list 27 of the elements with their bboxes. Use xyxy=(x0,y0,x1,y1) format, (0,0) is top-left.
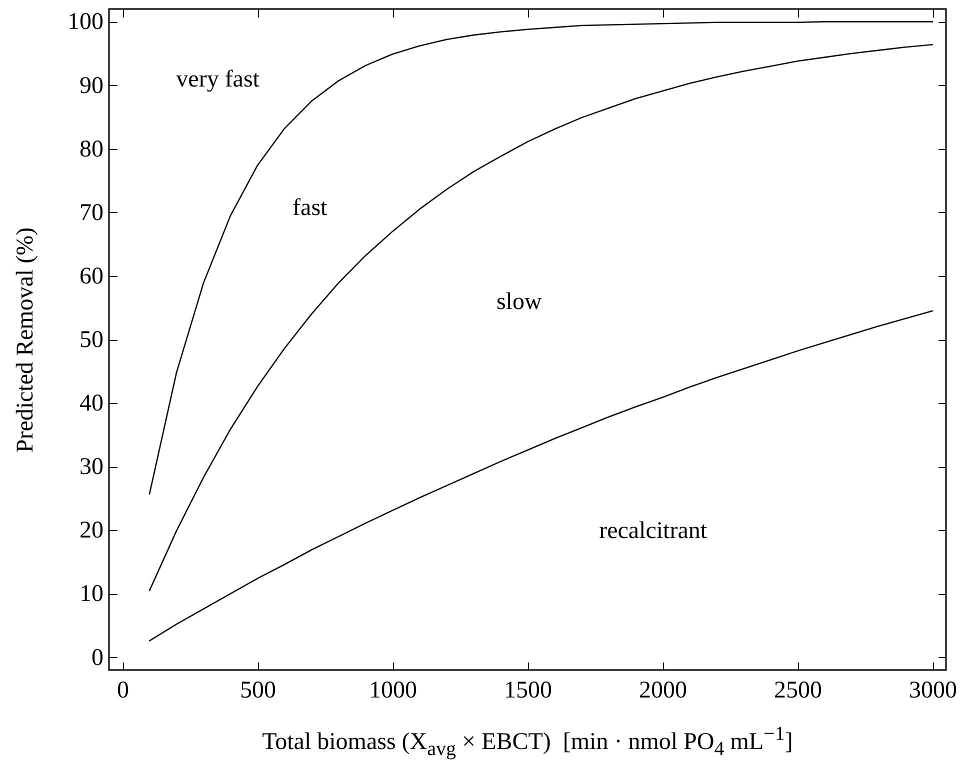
annotation: very fast xyxy=(176,66,260,93)
annotation: recalcitrant xyxy=(599,518,708,544)
x-axis-title: Total biomass (X$_{avg}$ × EBCT) [min · nmol PO$_{4}$ mL$^{−1}$] xyxy=(261,722,794,762)
x-tick-label: 0 xyxy=(117,678,129,704)
y-tick-label: 90 xyxy=(80,72,104,99)
y-tick-label: 50 xyxy=(80,327,104,353)
y-tick-label: 40 xyxy=(80,390,104,417)
annotation: slow xyxy=(496,288,542,315)
y-tick-label: 80 xyxy=(80,136,104,162)
x-tick-label: 2500 xyxy=(774,678,822,704)
y-tick-label: 70 xyxy=(80,200,104,226)
line-series xyxy=(148,44,934,592)
y-tick-label: 100 xyxy=(68,9,104,36)
line-series xyxy=(148,310,934,642)
annotation: fast xyxy=(292,194,328,221)
x-tick-label: 3000 xyxy=(909,678,957,704)
y-axis-title: Predicted Removal (%) xyxy=(12,227,38,453)
y-tick-label: 60 xyxy=(80,263,104,290)
x-tick-label: 2000 xyxy=(639,678,687,704)
x-tick-label: 500 xyxy=(240,678,276,704)
y-tick-label: 20 xyxy=(80,518,104,544)
y-tick-label: 30 xyxy=(80,454,104,480)
y-tick-label: 10 xyxy=(80,581,104,608)
y-tick-label: 0 xyxy=(92,644,104,671)
x-tick-label: 1500 xyxy=(504,678,552,704)
line-series xyxy=(148,21,934,495)
x-tick-label: 1000 xyxy=(369,678,417,704)
